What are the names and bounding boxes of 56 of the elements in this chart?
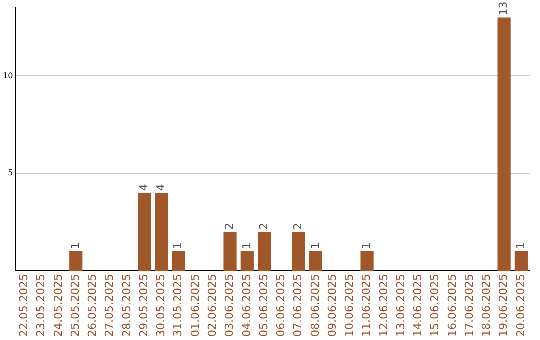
bar <box>309 252 322 272</box>
y-tick-label: 10 <box>2 71 14 80</box>
bar <box>258 232 272 272</box>
x-tick-label: 05.06.2025 <box>257 274 270 338</box>
bar <box>292 232 306 272</box>
x-tick-label: 11.06.2025 <box>360 274 374 338</box>
x-tick-label: 10.06.2025 <box>343 274 356 338</box>
x-tick-label: 24.05.2025 <box>52 274 65 338</box>
x-tick-label: 31.05.2025 <box>172 274 185 338</box>
x-tick-label: 26.05.2025 <box>86 274 100 338</box>
x-tick-label: 09.06.2025 <box>326 274 339 338</box>
data-label: 2 <box>292 223 305 230</box>
data-label: 1 <box>360 242 374 250</box>
data-label: 2 <box>257 223 270 230</box>
data-label: 1 <box>308 242 322 250</box>
bar <box>155 193 168 272</box>
x-tick-label: 25.05.2025 <box>68 274 82 338</box>
bar <box>224 232 237 272</box>
x-tick-label: 01.06.2025 <box>188 274 202 338</box>
x-tick-label: 04.06.2025 <box>240 274 254 338</box>
x-tick-label: 16.06.2025 <box>446 274 459 338</box>
x-tick-label: 07.06.2025 <box>292 274 305 338</box>
bar <box>70 252 83 272</box>
x-tick-label: 02.06.2025 <box>206 274 220 338</box>
bar <box>360 252 374 272</box>
x-tick-label: 22.05.2025 <box>18 274 31 338</box>
x-tick-label: 08.06.2025 <box>308 274 322 338</box>
x-tick-label: 27.05.2025 <box>103 274 116 338</box>
x-tick-label: 17.06.2025 <box>462 274 476 338</box>
x-tick-label: 18.06.2025 <box>480 274 494 338</box>
x-tick-label: 06.06.2025 <box>274 274 288 338</box>
data-label: 1 <box>68 242 82 250</box>
x-tick-label: 23.05.2025 <box>34 274 48 338</box>
bar <box>514 252 528 272</box>
x-tick-label: 13.06.2025 <box>394 274 408 338</box>
x-tick-label: 12.06.2025 <box>377 274 390 338</box>
x-tick-label: 20.06.2025 <box>514 274 528 338</box>
data-label: 2 <box>223 223 236 230</box>
data-label: 4 <box>137 184 150 192</box>
data-label: 13 <box>497 2 510 16</box>
x-tick-label: 28.05.2025 <box>120 274 134 338</box>
x-tick-label: 19.06.2025 <box>497 274 510 338</box>
bar <box>138 193 152 272</box>
data-label: 1 <box>172 242 185 250</box>
y-tick-label: 5 <box>8 168 14 178</box>
x-tick-label: 29.05.2025 <box>137 274 150 338</box>
bar <box>172 252 186 272</box>
data-label: 4 <box>154 184 168 192</box>
x-tick-label: 14.06.2025 <box>412 274 425 338</box>
bar <box>240 252 254 272</box>
bar <box>498 18 511 272</box>
x-tick-label: 30.05.2025 <box>154 274 168 338</box>
x-tick-label: 03.06.2025 <box>223 274 236 338</box>
data-label: 1 <box>514 242 528 250</box>
data-label: 1 <box>240 242 254 250</box>
x-tick-label: 15.06.2025 <box>428 274 442 338</box>
